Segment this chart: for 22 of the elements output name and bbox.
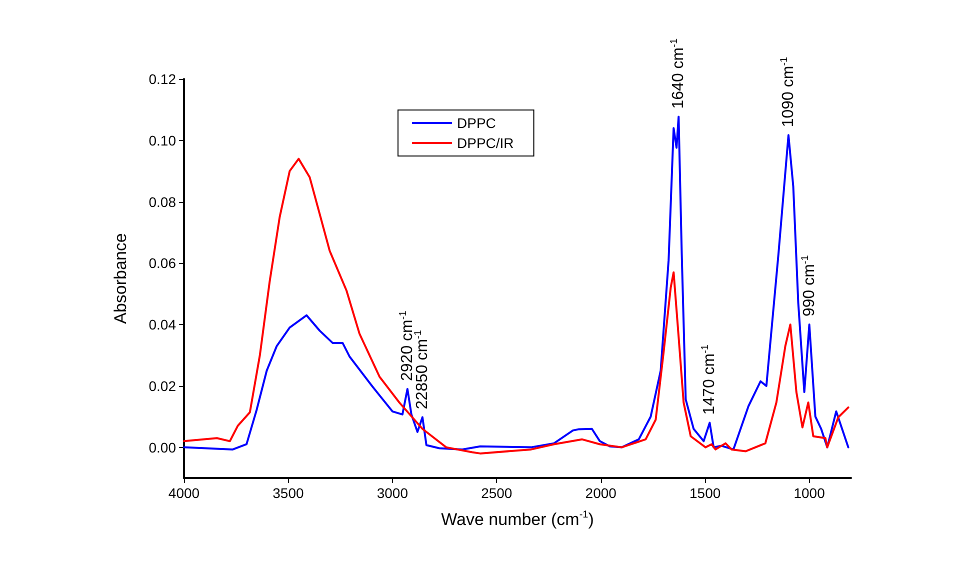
annotation: 1090 cm-1 [778,56,797,128]
x-tick-label: 2500 [481,485,512,501]
y-tick-label: 0.10 [148,132,176,148]
y-tick-label: 0.04 [148,316,176,333]
y-tick-label: 0.02 [148,378,176,394]
y-tick-label: 0.12 [148,71,176,87]
x-tick-label: 3500 [272,485,304,501]
x-tick-label: 1500 [690,485,721,501]
legend-label: DPPC [457,115,496,131]
legend-label: DPPC/IR [457,135,514,151]
y-axis-title: Absorbance [111,233,130,324]
annotation: 22850 cm-1 [412,330,431,410]
y-tick-label: 0.06 [148,255,176,272]
annotation: 1640 cm-1 [669,38,688,109]
x-tick-label: 1000 [794,485,826,501]
y-tick-label: 0.08 [148,194,176,210]
annotation: 1470 cm-1 [700,344,718,415]
x-tick-label: 3000 [376,485,408,501]
x-tick-label: 4000 [168,485,200,501]
annotation: 990 cm-1 [800,254,818,317]
x-tick-label: 2000 [585,485,617,501]
y-tick-label: 0.00 [148,439,176,456]
